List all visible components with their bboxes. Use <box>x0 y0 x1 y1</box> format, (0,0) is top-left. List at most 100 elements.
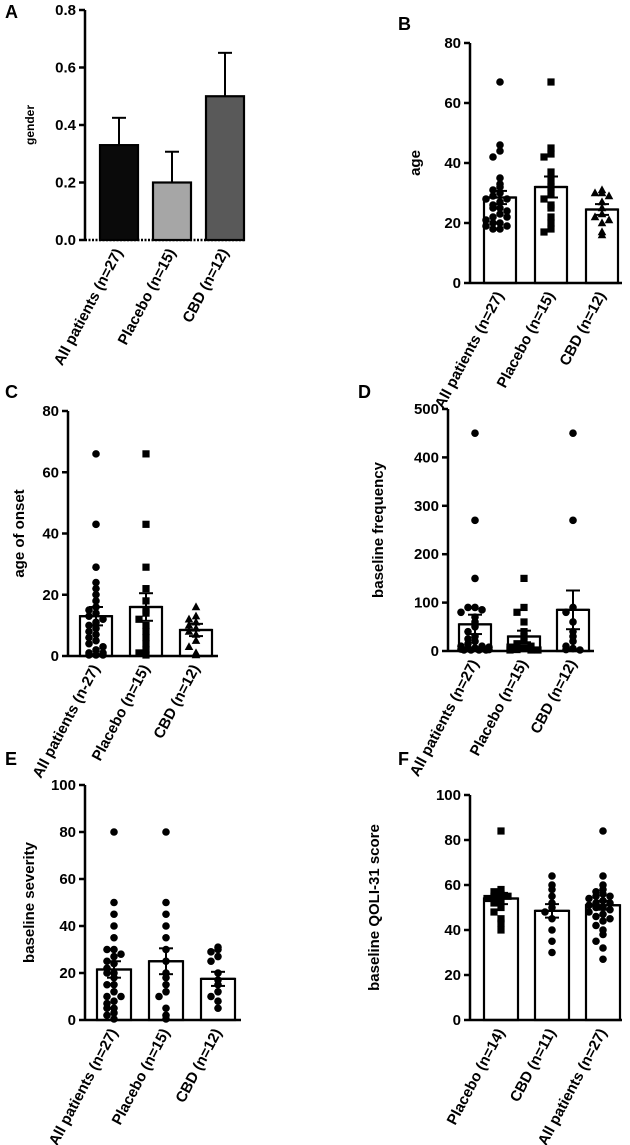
data-point <box>547 204 555 212</box>
data-point <box>471 637 479 646</box>
y-tick-label: 0 <box>453 275 461 292</box>
data-point <box>162 957 170 966</box>
data-point <box>527 642 535 650</box>
data-point <box>489 186 497 194</box>
data-point <box>585 908 593 916</box>
data-point <box>496 189 504 197</box>
data-point <box>214 1004 222 1013</box>
data-point <box>92 651 100 659</box>
x-tick-label: All patients (n-27) <box>29 662 103 781</box>
panel-letter: B <box>398 14 411 34</box>
data-point <box>597 188 607 197</box>
data-point <box>471 574 479 583</box>
data-point <box>599 917 607 925</box>
data-point <box>191 623 201 632</box>
data-point <box>482 216 490 224</box>
x-tick-label: Placebo (n=15) <box>109 1026 174 1128</box>
data-point <box>490 908 498 916</box>
panel-letter: E <box>5 749 17 769</box>
data-point <box>597 203 607 212</box>
y-tick-label: 40 <box>42 526 59 543</box>
data-point <box>110 910 118 919</box>
data-point <box>92 584 100 593</box>
x-tick-label: CBD (n=12) <box>172 1026 225 1106</box>
y-tick-label: 60 <box>59 871 76 888</box>
data-point <box>548 872 556 880</box>
data-point <box>142 621 150 629</box>
x-tick-label: All patients (n=27) <box>432 289 508 411</box>
data-point <box>547 150 555 158</box>
x-tick-label: CBD (n=11) <box>507 1026 560 1105</box>
error-bar <box>218 51 232 97</box>
x-tick-label: CBD (n=12) <box>179 246 232 326</box>
data-point <box>142 609 150 617</box>
data-point <box>162 898 170 907</box>
data-point <box>597 218 607 227</box>
data-point <box>482 222 490 230</box>
data-point <box>590 188 600 197</box>
data-point <box>92 609 100 617</box>
data-point <box>520 603 528 612</box>
data-point <box>103 1011 111 1020</box>
data-point <box>496 204 504 212</box>
data-point <box>527 646 535 654</box>
data-point <box>162 1015 170 1023</box>
data-point <box>214 988 222 996</box>
data-point <box>541 908 549 916</box>
data-point <box>85 651 93 659</box>
panel-letter: A <box>5 2 18 22</box>
data-point <box>142 520 150 528</box>
y-tick-label: 0.2 <box>55 175 76 192</box>
data-point <box>142 627 150 636</box>
data-point <box>548 948 556 957</box>
data-point <box>599 896 607 905</box>
data-point <box>497 897 505 905</box>
data-point <box>503 222 511 230</box>
y-tick-label: 40 <box>444 155 461 172</box>
data-point <box>520 628 528 636</box>
data-point <box>496 174 504 182</box>
data-point <box>489 192 497 200</box>
data-point <box>520 644 528 653</box>
data-point <box>142 563 150 571</box>
data-point <box>142 585 150 593</box>
data-point <box>135 615 143 623</box>
data-point <box>496 141 504 149</box>
y-tick-label: 60 <box>444 877 461 894</box>
data-point <box>92 603 100 611</box>
data-point <box>548 937 556 946</box>
x-tick-label: All patients (n=27) <box>51 246 127 368</box>
data-point <box>471 603 479 612</box>
data-point <box>191 636 201 644</box>
data-point <box>548 892 556 901</box>
y-axis-label: baseline frequency <box>370 461 387 598</box>
data-point <box>92 450 100 458</box>
x-tick-label: All patients (n=27) <box>407 657 483 779</box>
data-point <box>162 980 170 989</box>
data-point <box>117 992 125 1001</box>
data-point <box>599 944 607 952</box>
data-point <box>585 894 593 903</box>
panel-letter: C <box>5 382 18 402</box>
data-point <box>513 645 521 654</box>
data-point <box>103 1004 111 1013</box>
y-tick-label: 80 <box>444 35 461 52</box>
data-point <box>142 646 150 654</box>
data-point <box>597 209 607 218</box>
data-point <box>184 642 194 651</box>
data-point <box>547 213 555 221</box>
data-point <box>184 626 194 635</box>
y-tick-label: 0.6 <box>55 60 76 77</box>
data-point <box>548 885 556 894</box>
y-axis-label: baseline QOLI-31 score <box>366 824 383 991</box>
y-axis-label: age of onset <box>11 489 28 577</box>
data-point <box>214 969 222 977</box>
data-point <box>489 219 497 227</box>
data-point <box>604 191 614 200</box>
data-point <box>497 926 505 934</box>
data-point <box>496 198 504 206</box>
data-point <box>214 980 222 989</box>
data-point <box>92 636 100 645</box>
data-point <box>504 892 512 900</box>
